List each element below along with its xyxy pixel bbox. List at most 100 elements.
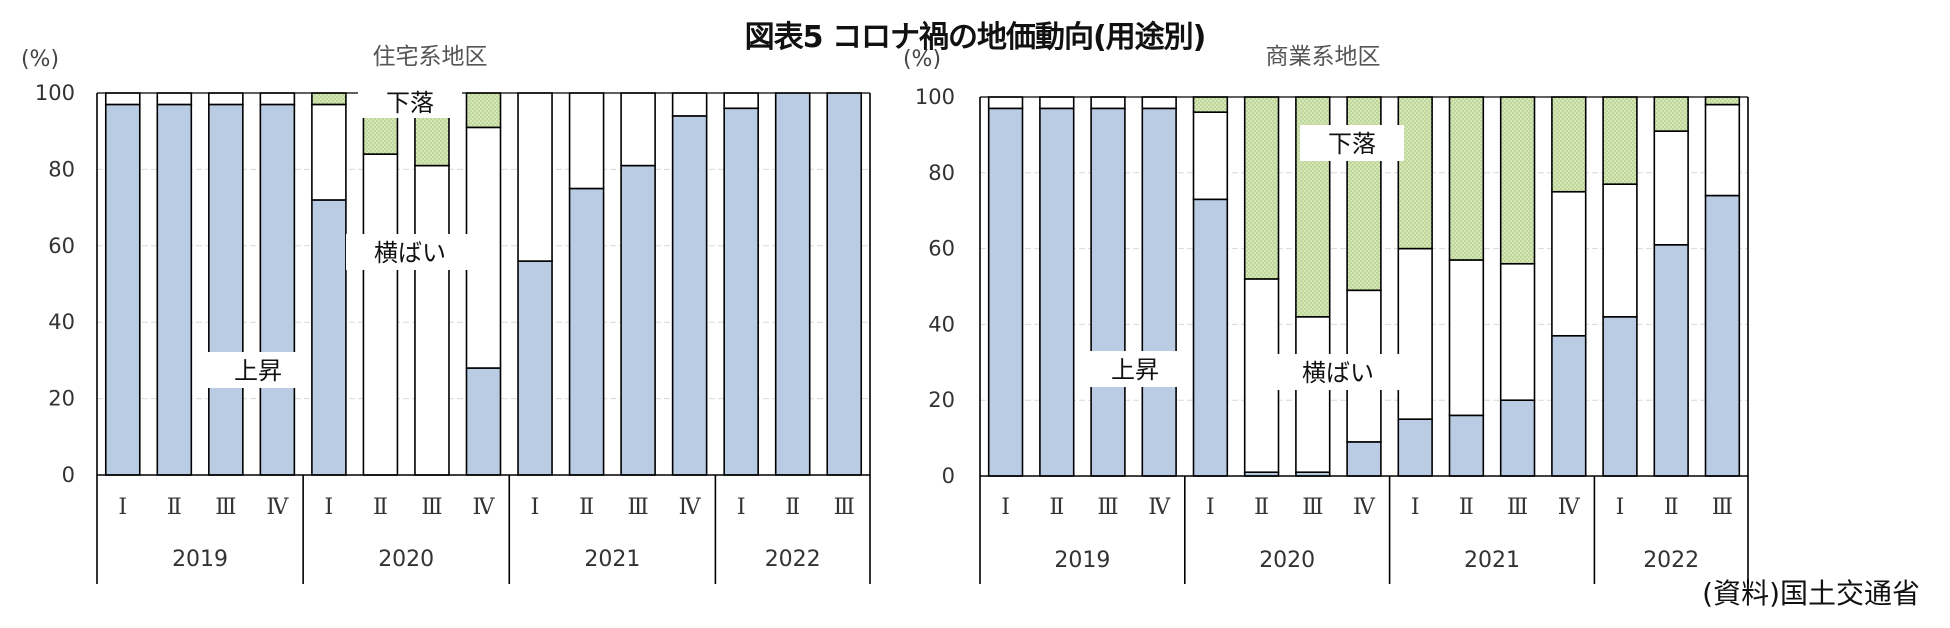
residential-bar-fall [311, 92, 347, 106]
residential-y-tick-label: 100 [35, 81, 75, 105]
residential-bar-fall [465, 92, 502, 129]
source-note: (資料)国土交通省 [1702, 577, 1920, 610]
commercial-bar-fall [1397, 96, 1433, 250]
commercial-y-tick-label: 0 [942, 464, 955, 488]
commercial-bar-fall [1448, 96, 1485, 261]
commercial-bar-rise [987, 107, 1024, 477]
residential-bar-flat [671, 92, 708, 117]
commercial-series-label-fall: 下落 [1328, 130, 1376, 158]
commercial-bar-flat [1499, 262, 1536, 402]
residential-bar-rise [620, 164, 656, 476]
residential-quarter-label: Ⅰ [737, 495, 746, 520]
residential-bar-flat [362, 153, 399, 476]
commercial-bar-fall [1551, 96, 1587, 193]
commercial-quarter-label: Ⅰ [1001, 495, 1010, 520]
commercial-quarter-label: Ⅲ [1097, 495, 1118, 520]
commercial-series-label-rise: 上昇 [1111, 356, 1159, 384]
commercial-quarter-label: Ⅲ [1507, 495, 1528, 520]
commercial-bar-flat [1192, 111, 1229, 201]
commercial-bar-flat [1039, 96, 1075, 110]
commercial-bar-flat [1243, 278, 1280, 474]
residential-bar-flat [311, 103, 347, 201]
residential-y-tick-label: 0 [62, 463, 75, 487]
residential-bar-flat [517, 92, 553, 262]
commercial-y-tick-label: 100 [915, 85, 955, 109]
residential-quarter-label: Ⅱ [373, 495, 388, 520]
residential-quarter-label: Ⅰ [531, 495, 540, 520]
residential-quarter-label: Ⅲ [627, 495, 648, 520]
commercial-series-label-flat: 横ばい [1302, 359, 1374, 387]
residential-bar-flat [104, 92, 141, 106]
residential-quarter-label: Ⅰ [325, 495, 334, 520]
residential-bar-rise [465, 367, 502, 476]
commercial-quarter-label: Ⅳ [1353, 495, 1376, 520]
residential-quarter-label: Ⅱ [579, 495, 594, 520]
residential-bar-rise [671, 115, 708, 476]
commercial-bar-fall [1192, 96, 1229, 113]
residential-bar-rise [156, 103, 193, 476]
residential-quarter-label: Ⅳ [266, 495, 289, 520]
residential-label-box [358, 86, 462, 118]
residential-bar-rise [517, 260, 553, 476]
residential-bar-flat [568, 92, 605, 190]
commercial-quarter-label: Ⅰ [1206, 495, 1215, 520]
residential-unit-label: (%) [21, 47, 59, 72]
residential-y-tick-label: 80 [48, 157, 75, 181]
residential-quarter-label: Ⅲ [421, 495, 442, 520]
commercial-quarter-label: Ⅰ [1616, 495, 1625, 520]
residential-quarter-label: Ⅳ [679, 495, 702, 520]
commercial-year-label: 2021 [1464, 548, 1520, 573]
residential-y-tick-label: 60 [48, 234, 75, 258]
residential-label-box [346, 234, 474, 270]
commercial-bar-flat [1704, 103, 1741, 197]
commercial-bar-rise [1499, 399, 1536, 477]
commercial-bar-rise [1602, 316, 1638, 477]
residential-y-tick-label: 20 [48, 387, 75, 411]
residential-quarter-label: Ⅱ [785, 495, 800, 520]
commercial-bar-flat [1090, 96, 1126, 110]
commercial-quarter-label: Ⅳ [1558, 495, 1581, 520]
commercial-bar-rise [1653, 244, 1689, 477]
residential-year-label: 2019 [172, 547, 228, 572]
residential-bar-rise [826, 92, 863, 476]
commercial-y-tick-label: 80 [928, 161, 955, 185]
residential-quarter-label: Ⅲ [834, 495, 855, 520]
commercial-unit-label: (%) [903, 47, 941, 72]
commercial-bar-fall [1653, 96, 1689, 132]
residential-bar-rise [259, 103, 296, 476]
commercial-bar-flat [1141, 96, 1177, 110]
commercial-bar-rise [1448, 414, 1485, 477]
residential-series-label-fall: 下落 [386, 89, 434, 117]
residential-quarter-label: Ⅲ [215, 495, 236, 520]
commercial-year-label: 2020 [1259, 548, 1315, 573]
commercial-bar-rise [1039, 107, 1075, 477]
commercial-quarter-label: Ⅱ [1664, 495, 1679, 520]
residential-bar-rise [568, 187, 605, 476]
commercial-quarter-label: Ⅰ [1411, 495, 1420, 520]
commercial-label-box [1300, 125, 1404, 161]
commercial-bar-flat [1448, 259, 1485, 417]
commercial-y-tick-label: 60 [928, 237, 955, 261]
residential-y-tick-label: 40 [48, 310, 75, 334]
commercial-bar-flat [987, 96, 1024, 110]
commercial-quarter-label: Ⅱ [1459, 495, 1474, 520]
commercial-label-box [1082, 351, 1188, 387]
commercial-bar-flat [1397, 247, 1433, 420]
residential-series-label-rise: 上昇 [234, 357, 282, 385]
commercial-bar-fall [1704, 96, 1741, 106]
commercial-y-tick-label: 40 [928, 312, 955, 336]
residential-bar-flat [723, 92, 759, 110]
commercial-quarter-label: Ⅱ [1254, 495, 1269, 520]
residential-bar-rise [208, 103, 244, 476]
commercial-year-label: 2022 [1643, 548, 1699, 573]
commercial-bar-flat [1551, 190, 1587, 337]
commercial-quarter-label: Ⅳ [1148, 495, 1171, 520]
commercial-y-tick-label: 20 [928, 388, 955, 412]
commercial-bar-flat [1295, 316, 1331, 474]
chart-main-title: 図表5 コロナ禍の地価動向(用途別) [744, 20, 1207, 55]
residential-bar-flat [414, 164, 450, 476]
residential-quarter-label: Ⅱ [167, 495, 182, 520]
commercial-quarter-label: Ⅲ [1302, 495, 1323, 520]
residential-bar-flat [620, 92, 656, 167]
